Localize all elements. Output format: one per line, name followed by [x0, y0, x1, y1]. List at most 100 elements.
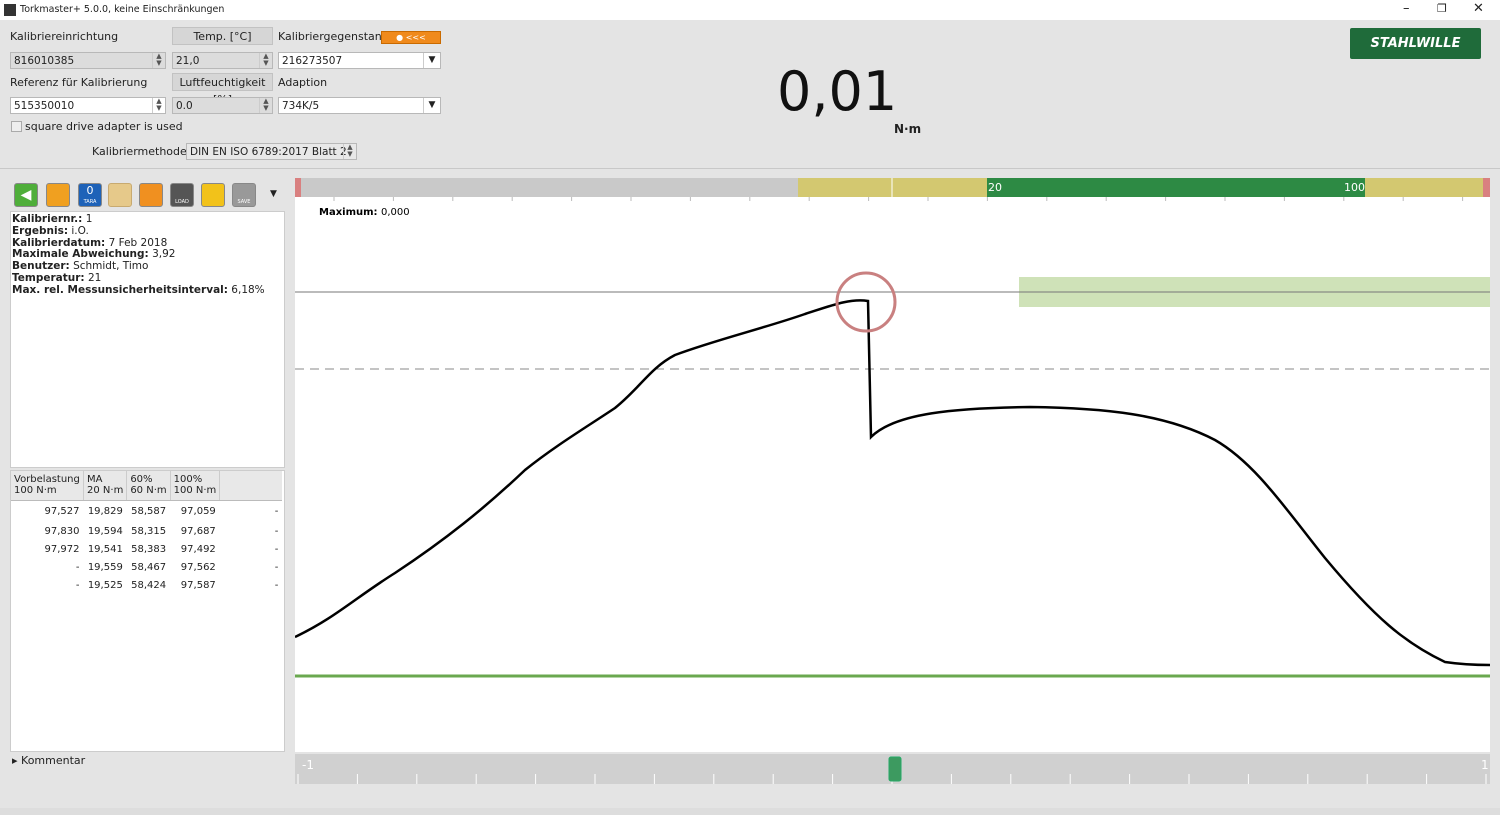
restore-button[interactable]: ❐ [1437, 2, 1447, 15]
info-row: Benutzer: Schmidt, Timo [12, 260, 283, 273]
column-header [219, 471, 283, 501]
slider-thumb[interactable] [888, 756, 902, 782]
adaption-label: Adaption [278, 76, 328, 89]
tara-label: TARA [83, 199, 97, 205]
adaption-select[interactable]: 734K/5 ▼ [278, 97, 441, 114]
table-cell: 58,424 [131, 579, 167, 591]
header-text: Vorbelastung [14, 474, 80, 486]
method-label: Kalibriermethode [92, 145, 187, 158]
scale-low: 20 [988, 181, 1002, 194]
info-row: Max. rel. Messunsicherheitsinterval: 6,1… [12, 283, 283, 297]
temp-input[interactable]: 21,0 ▲ ▼ [172, 52, 273, 69]
settings-button[interactable] [46, 183, 70, 207]
device-value: 816010385 [14, 55, 75, 67]
table-cell: 97,687 [180, 525, 216, 537]
table-row: 97,527 19,829 58,587 97,059 - [11, 500, 282, 522]
tara-button[interactable]: 0 TARA [78, 183, 102, 207]
toolbar-menu[interactable]: ▼ [270, 189, 277, 199]
square-drive-label: square drive adapter is used [25, 120, 183, 133]
table-cell: 97,059 [180, 505, 216, 517]
minimize-button[interactable]: – [1403, 1, 1410, 16]
column-header: Vorbelastung 100 N·m [11, 471, 84, 501]
maximum-value: 0,000 [381, 207, 410, 218]
adaption-value: 734K/5 [282, 100, 320, 112]
info-value: 3,92 [152, 248, 176, 261]
window-title: Torkmaster+ 5.0.0, keine Einschränkungen [20, 4, 225, 15]
humidity-button[interactable]: Luftfeuchtigkeit [%] [172, 73, 273, 106]
info-label: Ergebnis: [12, 224, 69, 237]
display-unit: N·m [894, 122, 922, 136]
scale-high: 100 [1344, 181, 1365, 194]
info-row: Temperatur: 21 [12, 271, 283, 285]
info-value: 6,18% [231, 283, 265, 296]
table-cell: 97,492 [180, 543, 216, 555]
table-cell: 19,829 [87, 505, 123, 517]
comment-toggle[interactable]: ▸ Kommentar [12, 754, 86, 767]
dropdown[interactable]: ▼ [423, 53, 440, 68]
info-value: 7 Feb 2018 [108, 236, 168, 249]
table-row: -19,525 58,424 97,587- [11, 576, 282, 594]
pause-button[interactable] [108, 183, 132, 207]
graph: 20 100 Maximum: 0,000 -1 1 [295, 178, 1491, 784]
info-panel: Kalibriernr.: 1 Ergebnis: i.O. Kalibrierda… [10, 211, 285, 468]
header-text: 60% [130, 474, 153, 486]
info-row: Ergebnis: i.O. [12, 224, 283, 238]
scale-zone [987, 178, 1365, 197]
slider-max: 1 [1481, 758, 1489, 772]
table-cell: - [274, 525, 279, 537]
table-cell: 19,594 [87, 525, 123, 537]
print-button[interactable] [201, 183, 225, 207]
info-value: Schmidt, Timo [73, 260, 149, 273]
reference-input[interactable]: 515350010 ▲ ▼ [10, 97, 166, 114]
header-text: MA [87, 474, 103, 486]
table-row: 97,972 19,541 58,383 97,492 - [11, 540, 282, 558]
separator [0, 168, 1500, 169]
spinner[interactable]: ▲ ▼ [259, 98, 272, 113]
display-value: 0,01 [777, 60, 898, 123]
app-icon [4, 4, 16, 16]
database-button[interactable] [139, 183, 163, 207]
spinner[interactable]: ▲ ▼ [152, 98, 165, 113]
table-cell: 19,541 [87, 543, 123, 555]
info-value: i.O. [71, 224, 89, 237]
info-label: Temperatur: [12, 271, 85, 284]
table-cell: 58,467 [131, 561, 167, 573]
method-select[interactable]: DIN EN ISO 6789:2017 Blatt 2 ▲ ▼ [186, 143, 357, 160]
object-select[interactable]: 216273507 ▼ [278, 52, 441, 69]
humidity-input[interactable]: 0.0 ▲ ▼ [172, 97, 273, 114]
column-header: MA 20 N·m [83, 471, 128, 501]
info-value: 21 [87, 271, 102, 284]
table-cell: 58,383 [131, 543, 167, 555]
object-value: 216273507 [282, 55, 343, 67]
table-cell: - [274, 561, 279, 573]
temp-button[interactable]: Temp. [°C] [172, 27, 273, 45]
info-label: Max. rel. Messunsicherheitsinterval: [12, 283, 228, 296]
reference-label: Referenz für Kalibrierung [10, 76, 148, 89]
scale-zone [295, 178, 301, 197]
spinner[interactable]: ▲ ▼ [152, 53, 165, 68]
results-table: Vorbelastung 100 N·m MA 20 N·m 60% 60 N·m 100%… [11, 471, 283, 594]
info-row: Kalibriernr.: 1 [12, 213, 283, 226]
status-bar [0, 808, 1500, 815]
temp-value: 21,0 [176, 55, 200, 67]
table-cell: - [75, 561, 80, 573]
info-value: 1 [85, 213, 93, 225]
square-drive-checkbox[interactable] [11, 121, 22, 132]
spinner[interactable]: ▲ ▼ [343, 144, 356, 159]
back-button[interactable]: ◀ [14, 183, 38, 207]
scale-zone [1365, 178, 1483, 197]
slider-min: -1 [302, 758, 314, 772]
close-button[interactable]: ✕ [1473, 1, 1484, 16]
spinner[interactable]: ▲ ▼ [259, 53, 272, 68]
table-cell: - [75, 579, 80, 591]
info-label: Benutzer: [12, 260, 70, 273]
peak-marker [835, 271, 897, 333]
header-text: 20 N·m [87, 485, 124, 497]
header-text: 100 N·m [173, 485, 217, 497]
device-input[interactable]: 816010385 ▲ ▼ [10, 52, 166, 69]
save-button[interactable]: SAVE [232, 183, 256, 207]
dropdown[interactable]: ▼ [423, 98, 440, 113]
info-row: Maximale Abweichung: 3,92 [12, 248, 283, 261]
info-label: Kalibriernr.: [12, 213, 83, 225]
load-button[interactable]: LOAD [170, 183, 194, 207]
